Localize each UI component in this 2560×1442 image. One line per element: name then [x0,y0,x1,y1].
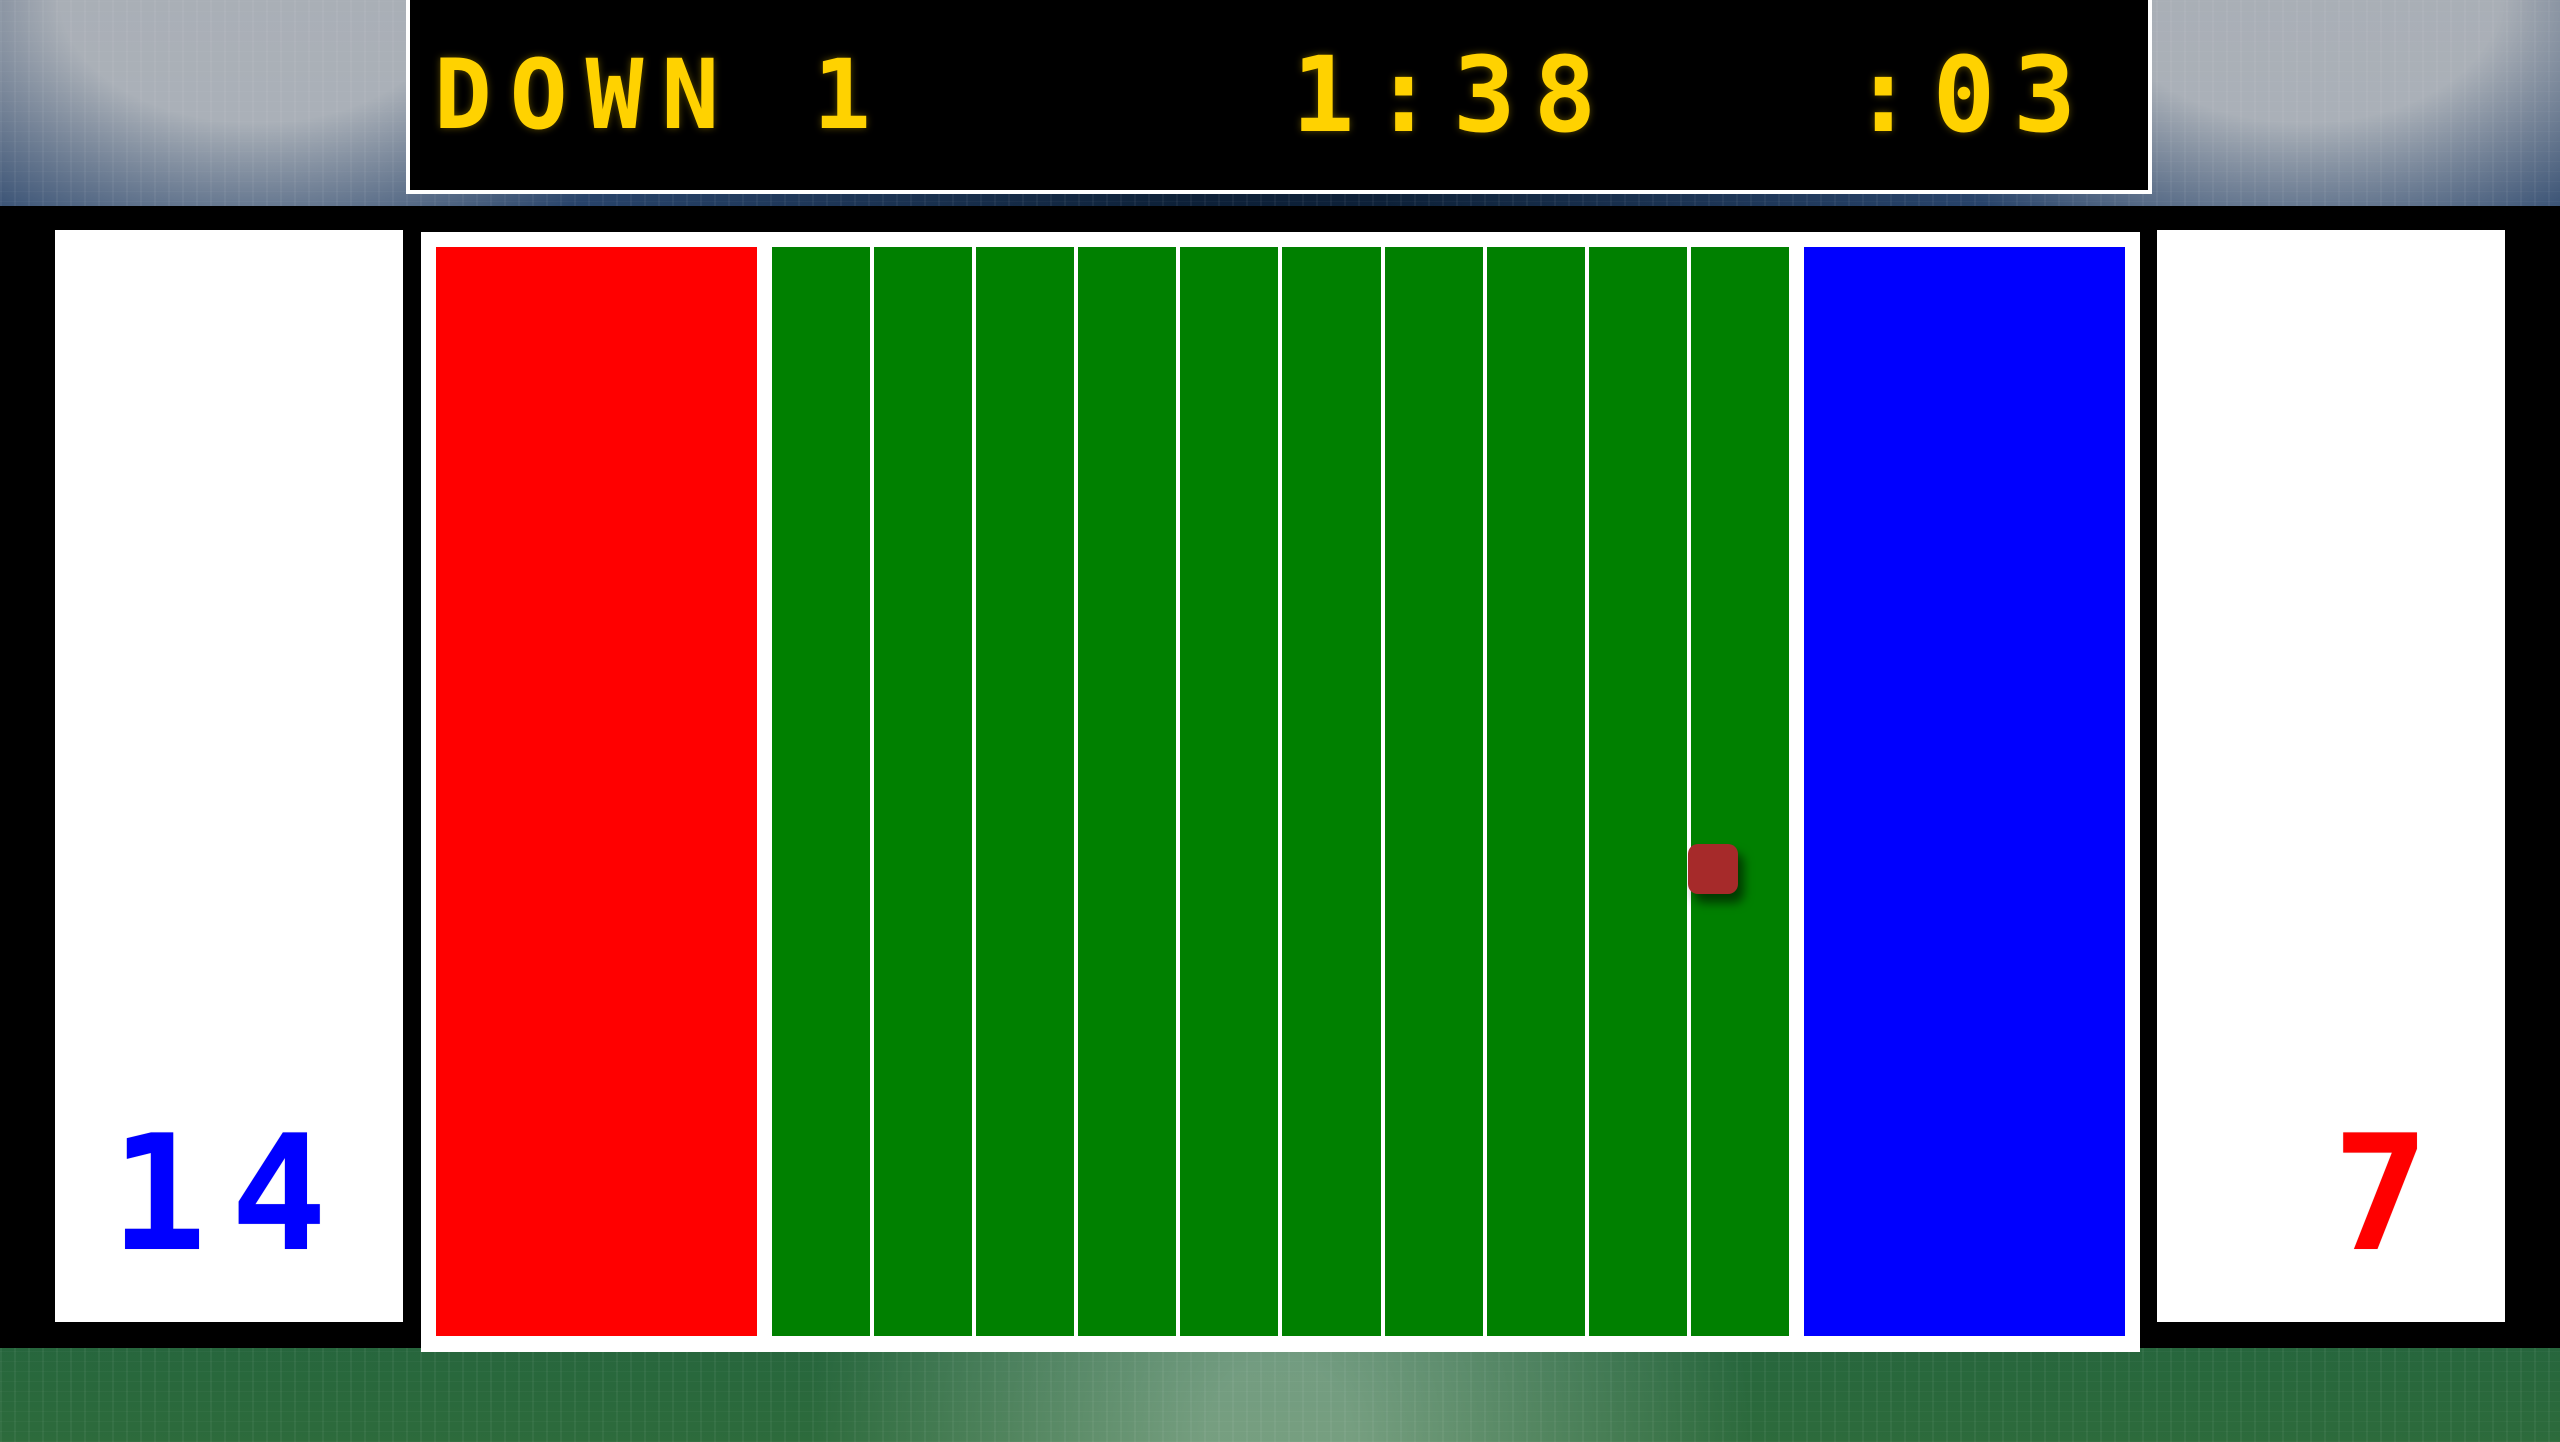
yard-column [1384,247,1483,1336]
playing-field [772,247,1789,1336]
yard-column [1282,247,1381,1336]
game-clock: 1:38 [1291,34,1615,156]
left-score-panel: 14 [55,230,403,1322]
football-field [421,232,2140,1352]
right-score: 7 [2332,1100,2453,1287]
football-ball[interactable] [1688,844,1738,894]
yard-column [772,247,871,1336]
yard-column [874,247,973,1336]
yard-column [976,247,1075,1336]
yard-column [1078,247,1177,1336]
right-endzone [1804,247,2125,1336]
yard-column [1486,247,1585,1336]
yard-column [1180,247,1279,1336]
left-score: 14 [110,1100,351,1287]
play-clock: :03 [1852,34,2094,156]
yard-column [1690,247,1789,1336]
yard-column [1588,247,1687,1336]
right-score-panel: 7 [2157,230,2505,1322]
left-endzone [436,247,757,1336]
down-indicator: DOWN 1 [434,39,889,151]
top-scoreboard: DOWN 1 1:38 :03 [406,0,2152,194]
